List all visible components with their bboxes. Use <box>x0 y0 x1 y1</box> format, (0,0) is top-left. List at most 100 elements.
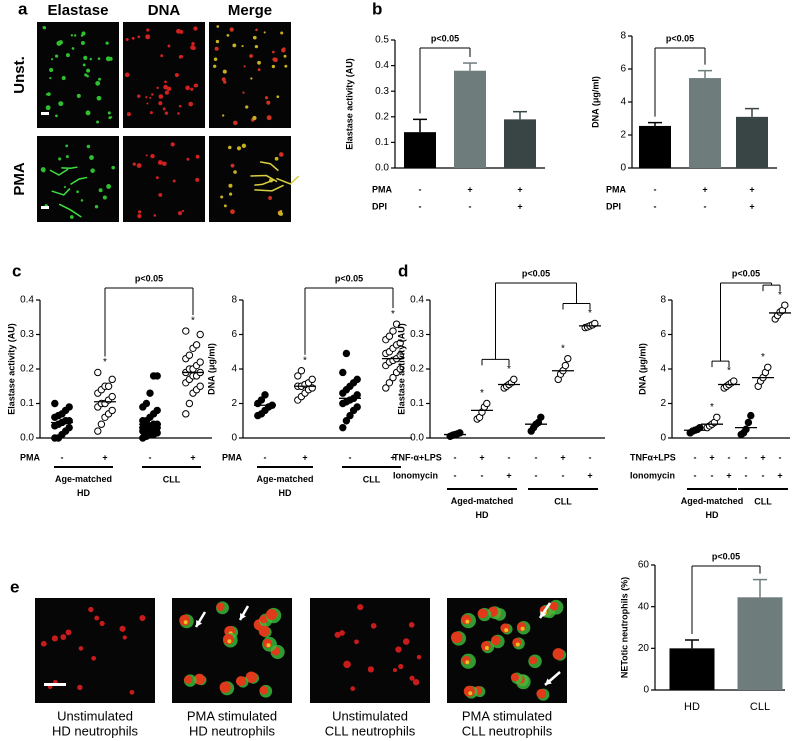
net-strand <box>250 174 278 183</box>
cell <box>94 615 100 621</box>
panel-label: d <box>398 261 408 280</box>
net-strand <box>254 184 284 192</box>
significance-label: p<0.05 <box>135 273 163 283</box>
cell <box>178 211 183 216</box>
arrow-head <box>540 611 547 618</box>
cell <box>370 623 377 629</box>
point <box>353 375 361 384</box>
cell <box>280 31 284 35</box>
y-tick-label: 0.4 <box>20 295 34 306</box>
cell <box>45 93 48 96</box>
point <box>591 319 599 328</box>
point <box>744 418 753 427</box>
condition-sign: + <box>749 184 754 194</box>
y-axis-label: DNA (μg/ml) <box>637 343 647 395</box>
significance-mark: * <box>778 290 782 301</box>
point <box>510 375 518 384</box>
point <box>196 382 204 390</box>
cell <box>89 155 94 160</box>
significance-mark: * <box>588 308 592 319</box>
condition-sign: - <box>508 452 511 462</box>
cell <box>60 634 67 640</box>
cell <box>176 28 181 34</box>
cell <box>137 35 141 39</box>
cell <box>122 635 127 640</box>
y-tick-label: 0 <box>231 433 237 444</box>
cell <box>510 673 519 682</box>
significance-label: p<0.05 <box>522 268 550 278</box>
point <box>51 399 59 408</box>
point <box>185 351 194 359</box>
cell <box>156 86 159 90</box>
condition-name: TNF-α+LPS <box>393 452 442 462</box>
cell <box>158 193 163 197</box>
cell <box>139 615 146 622</box>
bar <box>736 116 768 168</box>
cell <box>339 630 345 636</box>
net-strand <box>58 203 82 218</box>
caption: Unstimulated <box>57 708 133 723</box>
cell <box>258 625 270 637</box>
point <box>294 372 302 380</box>
condition-sign: + <box>467 184 472 194</box>
y-tick-label: 0.2 <box>375 111 389 122</box>
cell <box>230 209 235 215</box>
condition-sign: - <box>704 201 707 211</box>
point <box>781 301 789 309</box>
cell <box>236 146 242 151</box>
micrograph <box>209 22 291 128</box>
y-tick-label: 0.0 <box>410 433 424 444</box>
y-tick-label: 0 <box>620 163 626 174</box>
cell <box>163 84 169 90</box>
condition-sign: + <box>726 470 731 480</box>
point <box>346 411 354 420</box>
cell <box>249 54 253 58</box>
point <box>353 391 361 399</box>
cell <box>88 606 94 613</box>
cell <box>277 211 283 216</box>
cell <box>195 177 200 182</box>
point <box>153 406 161 415</box>
cell <box>255 28 258 32</box>
significance-mark: * <box>761 352 765 363</box>
cell <box>108 56 113 61</box>
point <box>104 382 113 390</box>
cell <box>235 676 246 687</box>
y-axis-label: DNA (μg/ml) <box>590 76 600 128</box>
cell <box>82 63 86 67</box>
condition-sign: - <box>728 452 731 462</box>
condition-sign: + <box>390 452 395 462</box>
condition-sign: - <box>264 452 267 462</box>
y-tick-label: 0.4 <box>375 60 389 71</box>
condition-sign: + <box>587 470 592 480</box>
x-tick-label: HD <box>684 701 700 713</box>
x-tick-label: CLL <box>750 701 770 713</box>
cell <box>160 54 164 58</box>
condition-sign: - <box>562 470 565 480</box>
cell <box>131 36 135 40</box>
point <box>392 320 401 328</box>
cell <box>264 96 269 100</box>
cell <box>151 93 154 96</box>
group-label: CLL <box>363 474 381 484</box>
cell <box>76 190 79 194</box>
cell <box>105 41 109 45</box>
condition-name: TNFα+LPS <box>630 452 676 462</box>
cell <box>95 80 101 86</box>
cell <box>229 192 233 196</box>
merge <box>266 643 271 648</box>
y-tick-label: 4 <box>620 97 626 108</box>
cell <box>257 60 261 65</box>
cell <box>233 170 237 174</box>
condition-sign: + <box>702 184 707 194</box>
y-tick-label: 0 <box>660 433 666 444</box>
cell <box>284 64 288 68</box>
condition-name: PMA <box>222 452 243 462</box>
cell <box>395 646 402 653</box>
cell <box>245 105 249 109</box>
group-label: Aged-matched HD <box>681 496 744 520</box>
merge <box>227 639 232 644</box>
condition-sign: - <box>589 452 592 462</box>
cell <box>416 654 422 660</box>
